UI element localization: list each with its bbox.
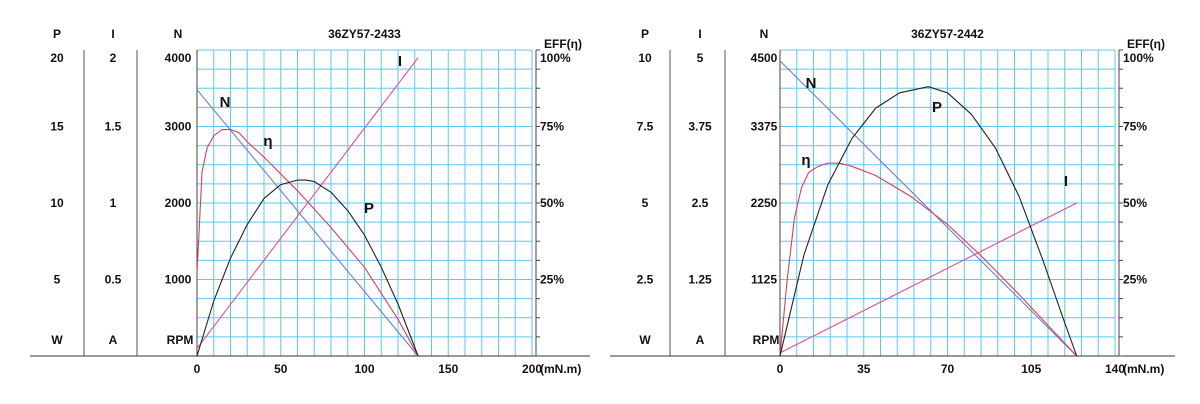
speed-curve bbox=[196, 89, 419, 357]
efficiency-curve bbox=[779, 162, 1078, 357]
curve-label: P bbox=[364, 200, 374, 217]
eff-axis-ticks bbox=[535, 49, 540, 357]
x-axis-label: (mN.m) bbox=[1123, 362, 1164, 376]
i-tick-label: 0.5 bbox=[105, 273, 122, 287]
axis-header-p: P bbox=[641, 27, 649, 41]
chart-panel-2: 36ZY57-2442 P I N EFF(η) W A RPM 2.5 1.25 1125 25% 5… bbox=[610, 27, 1175, 376]
power-curve bbox=[196, 179, 419, 357]
axis-unit-i: A bbox=[109, 333, 118, 347]
eff-axis-ticks bbox=[1118, 49, 1123, 357]
eff-tick-label: 100% bbox=[1123, 51, 1154, 65]
curve-label: η bbox=[263, 133, 272, 150]
x-tick-label: 150 bbox=[438, 362, 458, 376]
p-tick-label: 10 bbox=[50, 196, 64, 210]
p-tick-label: 15 bbox=[50, 120, 64, 134]
eff-tick-label: 50% bbox=[540, 196, 564, 210]
i-tick-label: 3.75 bbox=[688, 120, 712, 134]
x-tick-label: 100 bbox=[354, 362, 374, 376]
n-tick-label: 2000 bbox=[165, 196, 192, 210]
efficiency-curve bbox=[196, 129, 419, 357]
i-tick-label: 1.25 bbox=[688, 273, 712, 287]
n-tick-label: 4500 bbox=[751, 51, 778, 65]
curve-label: P bbox=[932, 99, 942, 116]
chart-title: 36ZY57-2433 bbox=[328, 27, 401, 41]
axis-header-i: I bbox=[698, 27, 701, 41]
p-tick-label: 7.5 bbox=[637, 120, 654, 134]
x-tick-label: 50 bbox=[274, 362, 288, 376]
x-tick-label: 200 bbox=[522, 362, 542, 376]
x-tick-label: 70 bbox=[941, 362, 955, 376]
i-tick-label: 5 bbox=[697, 51, 704, 65]
curve-label: I bbox=[398, 53, 402, 70]
chart-title: 36ZY57-2442 bbox=[911, 27, 984, 41]
i-tick-label: 1 bbox=[110, 196, 117, 210]
axis-unit-n: RPM bbox=[167, 333, 194, 347]
i-tick-label: 2.5 bbox=[692, 196, 709, 210]
p-tick-label: 10 bbox=[638, 51, 652, 65]
x-tick-label: 0 bbox=[194, 362, 201, 376]
axis-header-eff: EFF(η) bbox=[544, 37, 582, 51]
i-tick-label: 1.5 bbox=[105, 120, 122, 134]
n-tick-label: 3000 bbox=[165, 120, 192, 134]
curve-label: N bbox=[806, 75, 817, 92]
curve-label: η bbox=[801, 152, 810, 169]
eff-tick-label: 50% bbox=[1123, 196, 1147, 210]
n-tick-label: 1000 bbox=[165, 273, 192, 287]
i-tick-label: 2 bbox=[110, 51, 117, 65]
axis-unit-i: A bbox=[696, 333, 705, 347]
axis-header-n: N bbox=[760, 27, 769, 41]
n-tick-label: 1125 bbox=[751, 273, 777, 287]
current-curve bbox=[779, 202, 1077, 354]
axis-header-p: P bbox=[53, 27, 61, 41]
p-tick-label: 2.5 bbox=[637, 273, 654, 287]
p-tick-label: 20 bbox=[50, 51, 64, 65]
axis-unit-p: W bbox=[639, 333, 651, 347]
eff-tick-label: 75% bbox=[540, 120, 564, 134]
curve-label: N bbox=[220, 94, 231, 111]
n-tick-label: 3375 bbox=[751, 120, 778, 134]
x-tick-label: 105 bbox=[1021, 362, 1041, 376]
grid bbox=[779, 49, 1116, 357]
eff-tick-label: 25% bbox=[540, 273, 564, 287]
axis-unit-n: RPM bbox=[753, 333, 780, 347]
x-tick-label: 140 bbox=[1105, 362, 1125, 376]
eff-tick-label: 100% bbox=[540, 51, 571, 65]
x-tick-label: 0 bbox=[777, 362, 784, 376]
x-axis-label: (mN.m) bbox=[540, 362, 581, 376]
n-tick-label: 2250 bbox=[751, 196, 778, 210]
axis-unit-p: W bbox=[51, 333, 63, 347]
speed-curve bbox=[779, 60, 1078, 357]
current-curve bbox=[196, 57, 419, 349]
curve-label: I bbox=[1064, 173, 1068, 190]
axis-header-i: I bbox=[111, 27, 114, 41]
n-tick-label: 4000 bbox=[165, 51, 192, 65]
x-tick-label: 35 bbox=[857, 362, 871, 376]
p-tick-label: 5 bbox=[642, 196, 649, 210]
p-tick-label: 5 bbox=[54, 273, 61, 287]
axis-header-n: N bbox=[174, 27, 183, 41]
eff-tick-label: 25% bbox=[1123, 273, 1147, 287]
axis-header-eff: EFF(η) bbox=[1127, 37, 1165, 51]
power-curve bbox=[779, 86, 1078, 357]
eff-tick-label: 75% bbox=[1123, 120, 1147, 134]
